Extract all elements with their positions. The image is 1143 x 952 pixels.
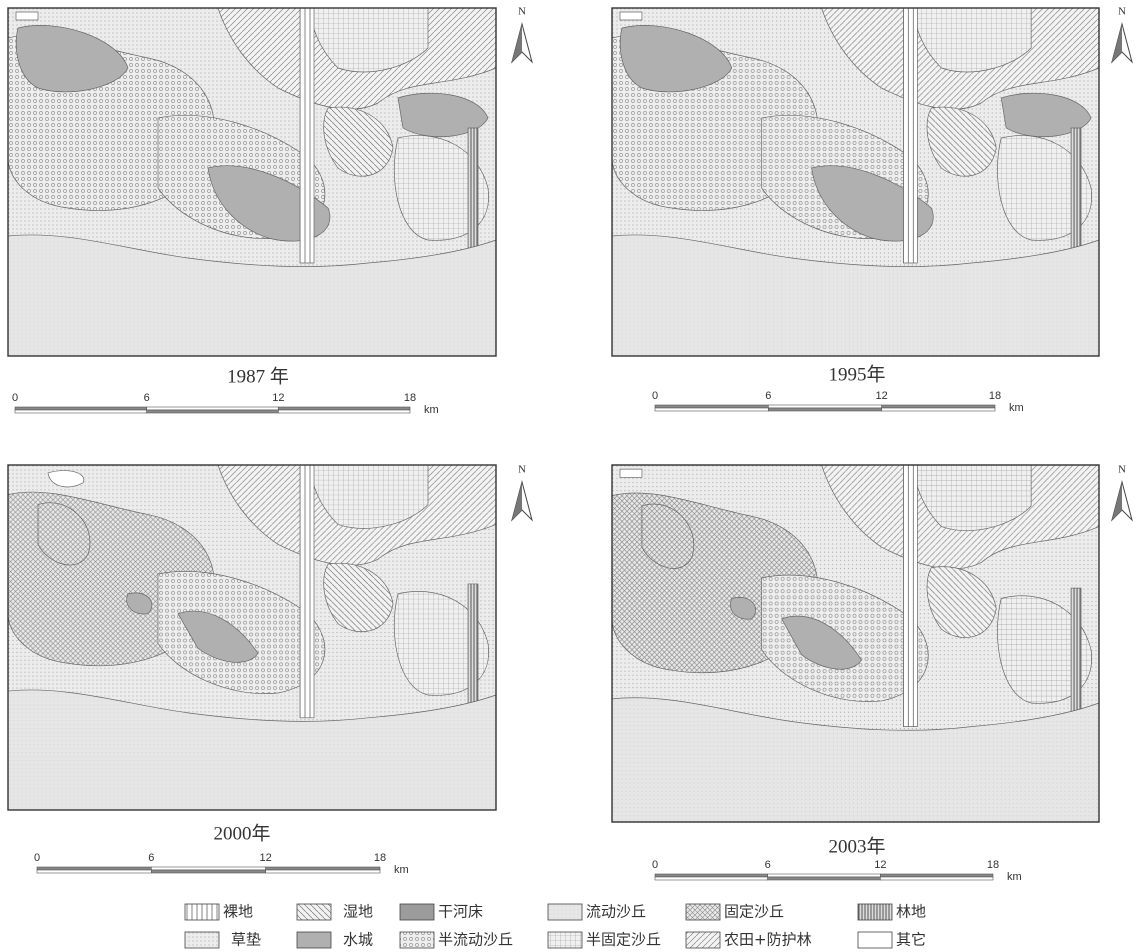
scale-label: 12	[272, 392, 284, 404]
map-panel	[612, 465, 1099, 822]
scale-bar-segment	[882, 405, 995, 408]
scale-label: 0	[12, 392, 18, 404]
scale-label: 18	[374, 852, 386, 864]
legend-swatch	[858, 904, 892, 920]
scale-label: 12	[874, 859, 886, 871]
scale-unit: km	[1009, 402, 1024, 414]
land-cover-region	[620, 12, 642, 20]
scale-bar-segment	[768, 408, 881, 411]
land-cover-region	[620, 469, 642, 477]
legend-swatch	[400, 904, 434, 920]
map-year: 2000年	[213, 822, 270, 844]
scale-label: 12	[260, 852, 272, 864]
scale-label: 0	[652, 859, 658, 871]
scale-label: 6	[144, 392, 150, 404]
north-label: N	[518, 464, 526, 476]
scale-label: 18	[987, 859, 999, 871]
scale-bar-segment	[15, 407, 147, 410]
scale-bar-segment	[147, 410, 279, 413]
scale-label: 18	[404, 392, 416, 404]
scale-bar-segment	[37, 870, 151, 873]
scale-unit: km	[424, 404, 439, 416]
scale-bar-segment	[278, 410, 410, 413]
legend-swatch	[548, 932, 582, 948]
north-label: N	[518, 6, 526, 18]
scale-label: 12	[876, 390, 888, 402]
scale-bar-segment	[266, 867, 380, 870]
legend-swatch	[858, 932, 892, 948]
legend-label: 半流动沙丘	[438, 931, 513, 949]
legend-label: 林地	[896, 903, 926, 921]
scale-bar-segment	[655, 877, 768, 880]
scale-bar-segment	[655, 408, 768, 411]
legend-swatch	[185, 904, 219, 920]
land-cover-region	[903, 8, 917, 263]
scale-unit: km	[394, 864, 409, 876]
land-cover-region	[300, 465, 314, 718]
scale-unit: km	[1007, 871, 1022, 883]
scale-label: 6	[765, 390, 771, 402]
scale-bar-segment	[147, 407, 279, 410]
scale-label: 6	[148, 852, 154, 864]
map-panel	[8, 8, 496, 356]
legend-label: 农田+防护林	[724, 931, 812, 949]
legend-swatch	[686, 904, 720, 920]
scale-bar-segment	[768, 874, 881, 877]
legend-label: 草垫	[231, 931, 261, 949]
scale-bar-segment	[655, 405, 768, 408]
scale-bar-segment	[880, 877, 993, 880]
legend-swatch	[686, 932, 720, 948]
legend-label: 半固定沙丘	[586, 931, 661, 949]
legend-swatch	[297, 932, 331, 948]
legend-swatch	[185, 932, 219, 948]
legend-label: 流动沙丘	[586, 903, 646, 921]
scale-bar-segment	[882, 408, 995, 411]
scale-label: 6	[765, 859, 771, 871]
map-panel	[612, 8, 1099, 356]
north-label: N	[1118, 464, 1126, 476]
legend-swatch	[297, 904, 331, 920]
legend-swatch	[548, 904, 582, 920]
scale-bar-segment	[655, 874, 768, 877]
scale-bar-segment	[37, 867, 151, 870]
legend-swatch	[400, 932, 434, 948]
legend-label: 裸地	[223, 903, 253, 921]
legend-label: 水城	[343, 931, 373, 949]
land-cover-region	[903, 465, 917, 727]
legend-label: 干河床	[438, 903, 483, 921]
map-panel	[8, 465, 496, 810]
map-year: 1995年	[828, 363, 885, 385]
scale-bar-segment	[151, 870, 265, 873]
scale-bar-segment	[768, 877, 881, 880]
scale-label: 18	[989, 390, 1001, 402]
map-year: 2003年	[828, 835, 885, 857]
scale-label: 0	[652, 390, 658, 402]
scale-bar-segment	[15, 410, 147, 413]
scale-bar-segment	[151, 867, 265, 870]
figure: 1987 年 N 0 6 12 18 km 1995年 N 0 6 12 18 km 2000年 N 0 6 12 1…	[0, 0, 1143, 952]
scale-bar-segment	[266, 870, 380, 873]
scale-label: 0	[34, 852, 40, 864]
legend-label: 湿地	[343, 903, 373, 921]
north-label: N	[1118, 6, 1126, 18]
map-year: 1987 年	[227, 365, 289, 387]
scale-bar-segment	[768, 405, 881, 408]
scale-bar-segment	[880, 874, 993, 877]
legend-label: 固定沙丘	[724, 903, 784, 921]
legend-label: 其它	[896, 931, 926, 949]
land-cover-region	[300, 8, 314, 263]
land-cover-region	[16, 12, 38, 20]
scale-bar-segment	[278, 407, 410, 410]
